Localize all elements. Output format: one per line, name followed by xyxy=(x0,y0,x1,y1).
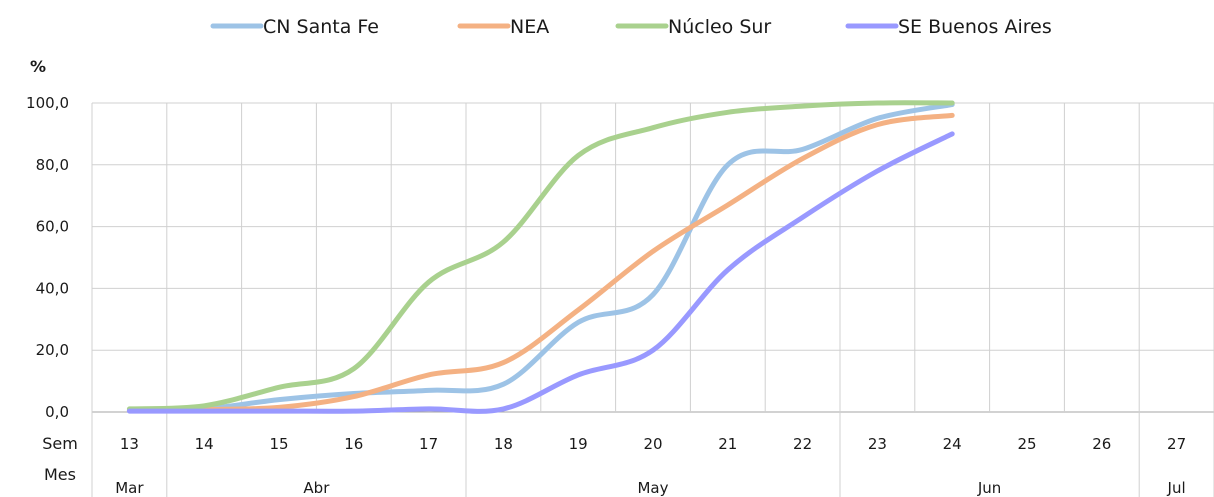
week-tick-label: 17 xyxy=(419,435,438,453)
week-tick-label: 14 xyxy=(195,435,214,453)
week-tick-label: 26 xyxy=(1092,435,1111,453)
week-tick-label: 13 xyxy=(120,435,139,453)
y-tick-label: 0,0 xyxy=(45,403,69,421)
y-tick-label: 80,0 xyxy=(36,156,69,174)
week-tick-label: 23 xyxy=(868,435,887,453)
week-tick-label: 27 xyxy=(1167,435,1186,453)
week-tick-label: 22 xyxy=(793,435,812,453)
legend-label: Núcleo Sur xyxy=(668,16,771,38)
week-tick-label: 16 xyxy=(344,435,363,453)
month-label: Jun xyxy=(977,479,1001,497)
month-label: Jul xyxy=(1167,479,1186,497)
week-tick-label: 20 xyxy=(643,435,662,453)
series-line-cn-santa-fe xyxy=(126,102,955,413)
month-label: Abr xyxy=(303,479,330,497)
week-tick-label: 25 xyxy=(1017,435,1036,453)
y-tick-label: 60,0 xyxy=(36,218,69,236)
week-tick-label: 19 xyxy=(569,435,588,453)
gridlines xyxy=(91,102,1214,413)
y-tick-label: 40,0 xyxy=(36,279,69,297)
month-label: Mar xyxy=(115,479,144,497)
y-tick-label: 100,0 xyxy=(26,94,69,112)
legend: CN Santa Fe NEA Núcleo Sur SE Buenos Aires xyxy=(210,16,1052,38)
legend-label: CN Santa Fe xyxy=(263,16,379,38)
month-label: May xyxy=(637,479,668,497)
y-tick-labels: 0,0 20,0 40,0 60,0 80,0 100,0 xyxy=(26,94,69,421)
week-tick-label: 18 xyxy=(494,435,513,453)
y-axis-label: % xyxy=(30,57,46,76)
series-line-nea xyxy=(126,112,955,413)
week-tick-label: 24 xyxy=(943,435,962,453)
week-row-label: Sem xyxy=(42,434,78,453)
series-line-se-buenos-aires xyxy=(126,131,955,414)
legend-label: NEA xyxy=(510,16,549,38)
x-axis: 13 14 15 16 17 18 19 20 21 22 23 24 25 26 27 Mar Abr May J… xyxy=(91,412,1214,497)
series-lines xyxy=(126,100,955,414)
month-row-label: Mes xyxy=(44,465,76,484)
y-tick-label: 20,0 xyxy=(36,341,69,359)
week-tick-label: 15 xyxy=(269,435,288,453)
legend-label: SE Buenos Aires xyxy=(898,16,1052,38)
series-line-nucleo-sur xyxy=(126,100,955,412)
week-tick-label: 21 xyxy=(718,435,737,453)
